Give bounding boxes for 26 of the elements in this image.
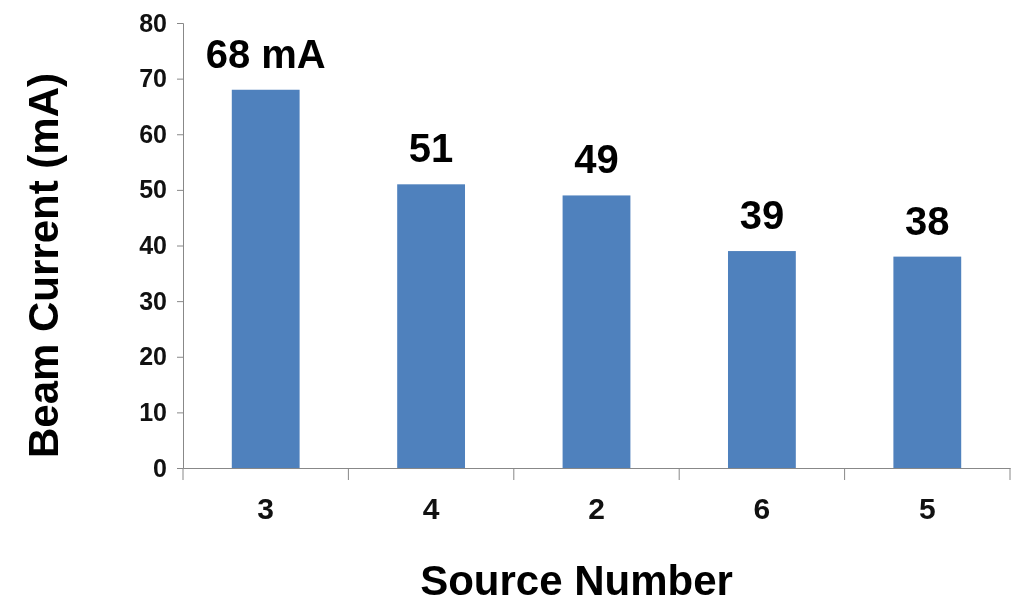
y-tick-label: 20: [139, 342, 167, 371]
y-tick-label: 0: [153, 453, 167, 482]
bar: [231, 89, 300, 468]
x-tick-label: 4: [422, 492, 440, 526]
data-label: 38: [905, 198, 950, 243]
bar: [397, 184, 466, 468]
data-label: 49: [574, 137, 619, 182]
x-tick-label: 6: [753, 492, 771, 526]
y-tick-label: 60: [139, 119, 167, 148]
data-label: 39: [739, 193, 785, 238]
bar: [893, 256, 962, 468]
y-tick-label: 30: [139, 286, 167, 315]
data-label: 51: [408, 126, 454, 171]
bar: [562, 195, 631, 468]
x-tick-label: 2: [588, 492, 605, 526]
y-tick-label: 70: [139, 64, 167, 93]
x-tick-label: 3: [257, 492, 275, 526]
y-tick-label: 80: [139, 8, 167, 37]
bar: [727, 251, 796, 468]
y-tick-label: 40: [139, 231, 167, 259]
y-tick-label: 50: [139, 175, 167, 204]
x-axis-title: Source Number: [420, 557, 733, 603]
data-label: 68 mA: [205, 31, 326, 76]
x-tick-label: 5: [918, 492, 936, 526]
y-axis-title: Beam Current (mA): [20, 72, 67, 459]
y-tick-label: 10: [139, 397, 167, 426]
